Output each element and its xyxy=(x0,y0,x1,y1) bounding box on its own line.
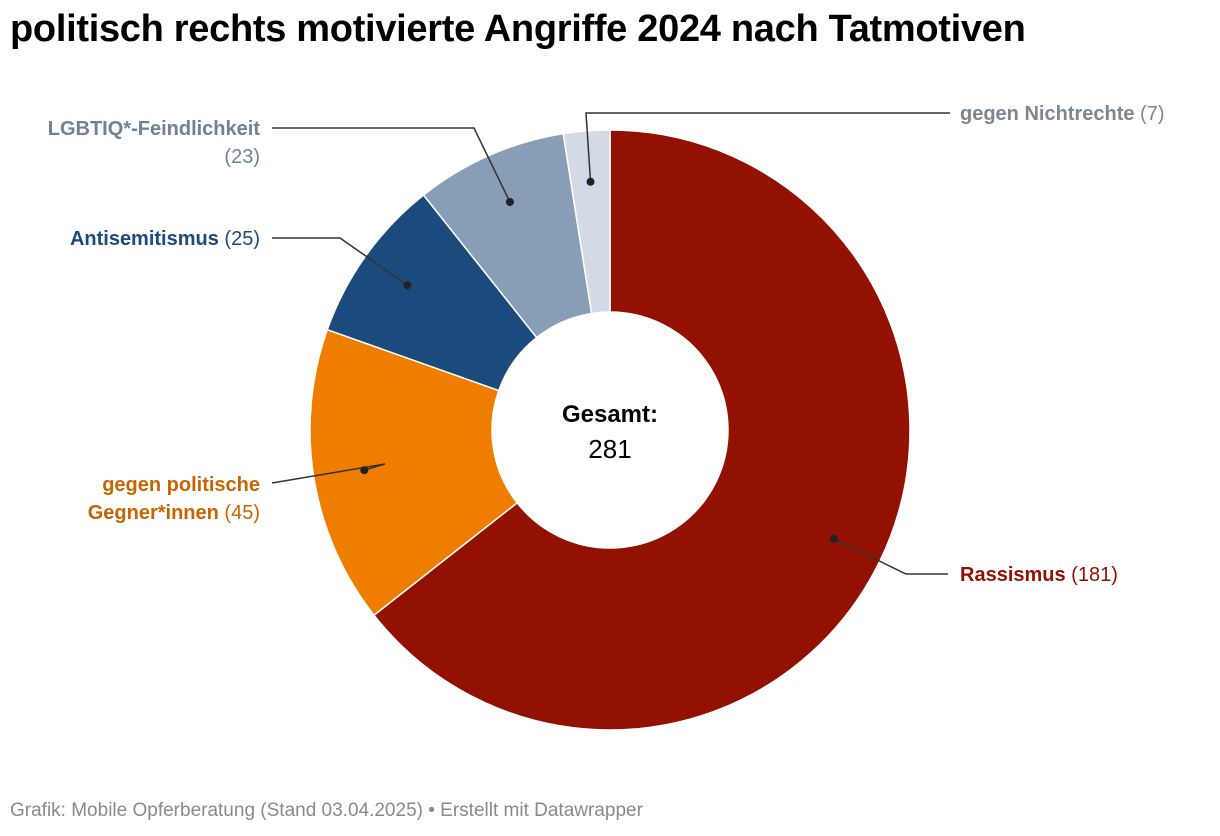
chart-title: politisch rechts motivierte Angriffe 202… xyxy=(10,8,1026,50)
slice-label-0: Rassismus (181) xyxy=(960,564,1118,586)
center-value: 281 xyxy=(588,434,631,464)
connector-dot-4 xyxy=(586,177,595,186)
slice-label-2: Antisemitismus (25) xyxy=(70,228,260,250)
connector-2 xyxy=(272,237,408,286)
connector-0 xyxy=(833,538,948,575)
connector-1 xyxy=(271,463,386,484)
connector-dot-1 xyxy=(360,466,369,475)
slice-label-1: gegen politische Gegner*innen (45) xyxy=(88,474,260,524)
slice-label-3: LGBTIQ*-Feindlichkeit (23) xyxy=(48,118,261,168)
slice-1 xyxy=(309,328,519,617)
connector-dot-2 xyxy=(403,281,412,290)
connector-4 xyxy=(585,112,950,182)
labels-group: Rassismus (181) gegen politische Gegner*in… xyxy=(48,103,1165,586)
connector-3 xyxy=(272,127,511,203)
connector-dot-3 xyxy=(505,198,514,207)
center-label: Gesamt: xyxy=(562,401,658,428)
slice-label-4: gegen Nichtrechte (7) xyxy=(960,103,1164,125)
connectors-group xyxy=(271,112,950,575)
footer-credit: Grafik: Mobile Opferberatung (Stand 03.0… xyxy=(10,800,643,821)
slice-4 xyxy=(562,129,611,315)
slice-0 xyxy=(372,129,911,731)
connector-dot-0 xyxy=(829,534,838,543)
slices-group xyxy=(309,129,911,731)
